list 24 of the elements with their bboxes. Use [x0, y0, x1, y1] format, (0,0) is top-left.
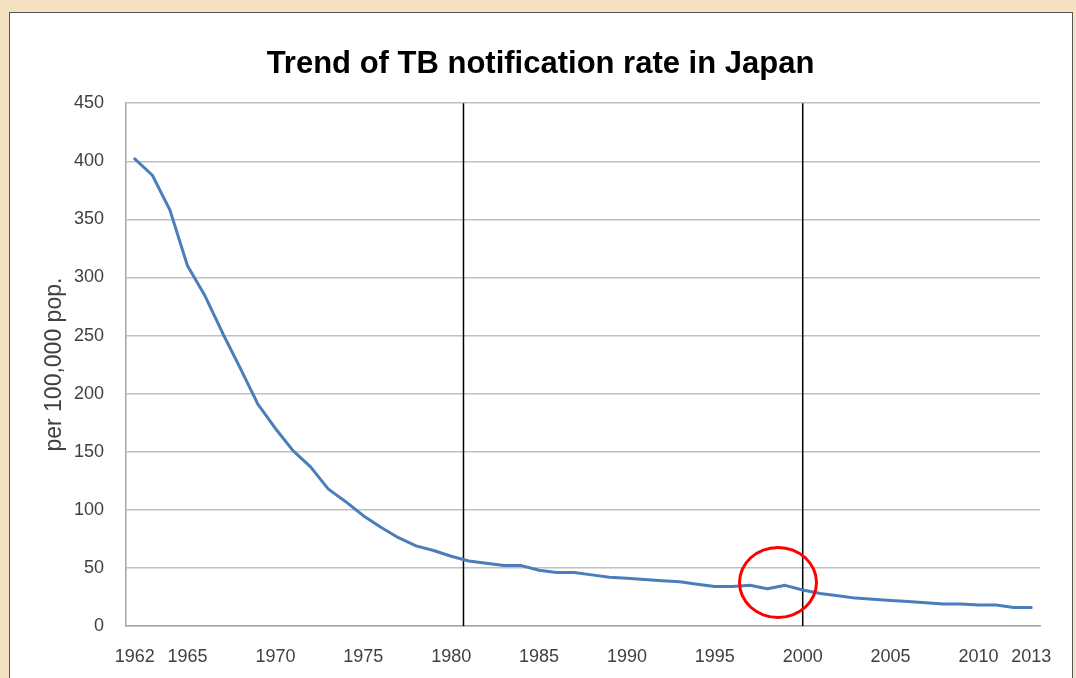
chart-title: Trend of TB notification rate in Japan	[266, 45, 815, 81]
y-tick-label: 400	[73, 150, 104, 171]
y-axis-title: per 100,000 pop.	[40, 277, 67, 452]
x-tick-label: 1990	[606, 645, 647, 666]
x-tick-label: 1995	[694, 645, 735, 666]
y-tick-label: 0	[93, 614, 104, 635]
x-tick-label: 2013	[1011, 645, 1052, 666]
x-tick-label: 2005	[870, 645, 911, 666]
y-tick-label: 350	[73, 208, 104, 229]
x-tick-label: 2000	[782, 645, 823, 666]
x-tick-label: 1970	[255, 645, 296, 666]
y-tick-label: 150	[73, 440, 104, 461]
y-tick-label: 100	[73, 498, 104, 519]
x-tick-label: 1962	[114, 645, 155, 666]
x-tick-label: 1975	[343, 645, 384, 666]
x-tick-label: 1980	[431, 645, 472, 666]
y-tick-label: 450	[73, 92, 104, 113]
y-tick-label: 300	[73, 266, 104, 287]
y-tick-label: 50	[83, 556, 104, 577]
x-tick-label: 1965	[167, 645, 208, 666]
y-tick-label: 200	[73, 382, 104, 403]
x-tick-label: 1985	[519, 645, 560, 666]
y-tick-label: 250	[73, 324, 104, 345]
x-tick-label: 2010	[958, 645, 999, 666]
